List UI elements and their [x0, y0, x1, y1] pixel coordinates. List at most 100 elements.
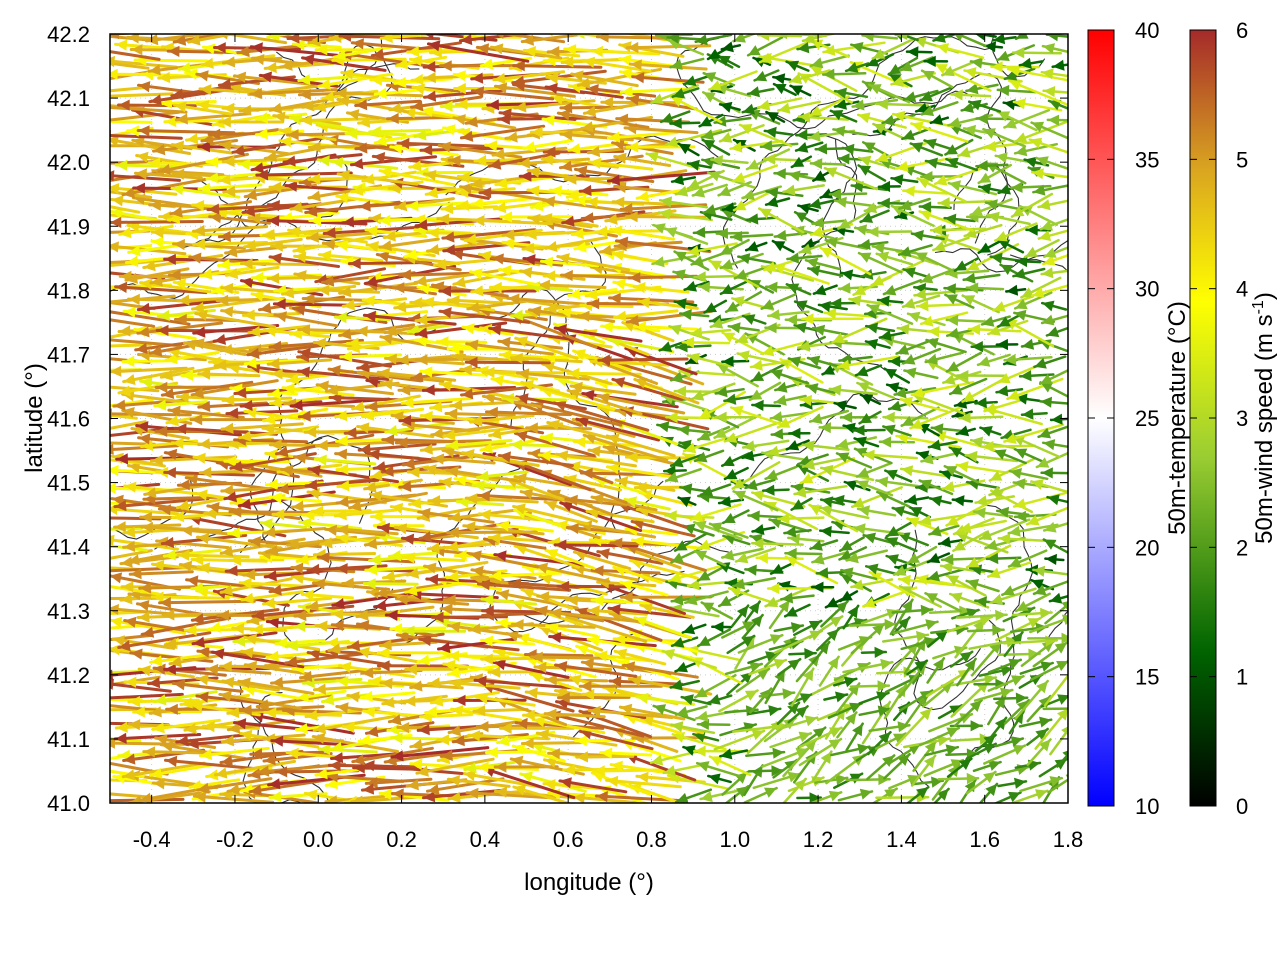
- wind-arrow-head: [845, 712, 857, 725]
- wind-arrow-head: [481, 594, 494, 606]
- wind-arrow: [818, 525, 850, 538]
- wind-arrow-head: [1012, 744, 1026, 756]
- wind-arrow-head: [887, 382, 900, 393]
- wind-arrow-head: [335, 410, 348, 422]
- wind-arrow-head: [620, 579, 634, 591]
- wind-arrow-head: [477, 721, 489, 733]
- wind-arrow-head: [180, 697, 193, 709]
- wind-arrow-head: [741, 636, 754, 647]
- wind-arrow-head: [123, 374, 136, 385]
- wind-arrow: [926, 657, 946, 684]
- wind-arrow: [811, 750, 833, 782]
- wind-arrow: [512, 503, 590, 526]
- wind-arrow-head: [390, 623, 403, 635]
- wind-arrow: [531, 716, 606, 735]
- wind-arrow-head: [495, 761, 507, 773]
- wind-arrow-head: [608, 604, 621, 616]
- wind-arrow-shaft: [110, 538, 179, 551]
- wind-arrow-head: [736, 552, 749, 564]
- wind-arrow-head: [979, 529, 993, 541]
- wind-arrow-head: [322, 694, 335, 706]
- wind-arrow-head: [234, 718, 247, 730]
- wind-arrow-head: [545, 500, 558, 512]
- wind-arrow-head: [363, 706, 376, 718]
- wind-arrow-head: [1040, 396, 1052, 408]
- wind-arrow: [731, 576, 777, 590]
- wind-arrow-head: [120, 593, 133, 605]
- wind-arrow-head: [882, 755, 895, 767]
- wind-arrow-head: [901, 599, 913, 613]
- wind-arrow-head: [566, 594, 578, 606]
- wind-arrow-head: [634, 616, 648, 627]
- wind-arrow: [854, 364, 883, 377]
- wind-arrow-head: [370, 490, 383, 502]
- wind-arrow-head: [90, 402, 102, 413]
- contour-line: [722, 36, 1003, 269]
- wind-arrow-shaft: [612, 637, 683, 643]
- wind-arrow-head: [751, 729, 764, 741]
- wind-arrow: [937, 536, 964, 548]
- wind-arrow: [651, 254, 698, 268]
- wind-arrow-head: [191, 700, 204, 712]
- wind-arrow-head: [154, 694, 167, 706]
- wind-arrow: [811, 550, 850, 565]
- wind-arrow-head: [473, 705, 486, 717]
- wind-arrow: [924, 744, 960, 757]
- wind-arrow-head: [128, 696, 141, 708]
- wind-arrow-shaft: [607, 606, 693, 619]
- wind-arrow-shaft: [196, 777, 273, 792]
- wind-arrow-head: [636, 771, 649, 783]
- wind-arrow: [842, 658, 894, 674]
- wind-arrow: [693, 674, 737, 699]
- wind-arrow: [1014, 592, 1051, 613]
- wind-arrow-head: [901, 465, 914, 477]
- wind-arrow-head: [669, 572, 682, 583]
- wind-arrow-head: [451, 705, 464, 717]
- wind-arrow-shaft: [191, 631, 278, 646]
- wind-arrow-shaft: [228, 510, 325, 515]
- wind-arrow-head: [95, 257, 106, 268]
- wind-arrow: [670, 636, 699, 648]
- wind-arrow: [370, 511, 423, 523]
- wind-arrow-head: [1056, 661, 1068, 672]
- wind-arrow-head: [448, 775, 460, 787]
- wind-arrow: [464, 493, 539, 505]
- wind-arrow: [395, 594, 470, 606]
- wind-arrow-head: [399, 269, 412, 281]
- wind-arrow-head: [391, 750, 404, 762]
- wind-arrow-head: [804, 715, 818, 727]
- wind-arrow-head: [580, 300, 593, 312]
- wind-arrow: [906, 785, 930, 803]
- wind-arrow-head: [203, 721, 215, 733]
- wind-arrow-shaft: [547, 712, 645, 738]
- wind-arrow: [911, 776, 945, 788]
- wind-arrow: [752, 771, 802, 790]
- wind-arrow: [545, 622, 599, 638]
- wind-arrow-head: [88, 623, 100, 634]
- wind-arrow: [839, 590, 859, 603]
- wind-arrow: [195, 691, 271, 706]
- wind-arrow-head: [192, 613, 205, 625]
- wind-arrow-shaft: [605, 778, 682, 789]
- wind-arrow-head: [122, 581, 134, 593]
- wind-arrow: [906, 659, 929, 676]
- wind-arrow: [868, 721, 911, 733]
- wind-arrow-head: [165, 637, 177, 649]
- wind-arrow-head: [127, 554, 140, 566]
- wind-arrow-head: [535, 605, 548, 617]
- wind-arrow-head: [219, 690, 232, 702]
- wind-arrow: [575, 751, 635, 763]
- wind-arrow: [720, 452, 751, 467]
- wind-arrow-head: [270, 584, 282, 596]
- wind-arrow: [751, 524, 776, 535]
- wind-arrow-shaft: [462, 524, 545, 536]
- wind-arrow-head: [302, 589, 314, 601]
- wind-arrow-head: [931, 776, 943, 788]
- wind-arrow-head: [494, 647, 506, 659]
- wind-arrow-head: [919, 514, 932, 526]
- wind-arrow: [852, 424, 886, 436]
- wind-arrow-head: [268, 778, 281, 790]
- wind-arrow-head: [1010, 736, 1023, 747]
- wind-arrow: [949, 650, 974, 668]
- wind-arrow: [110, 585, 160, 596]
